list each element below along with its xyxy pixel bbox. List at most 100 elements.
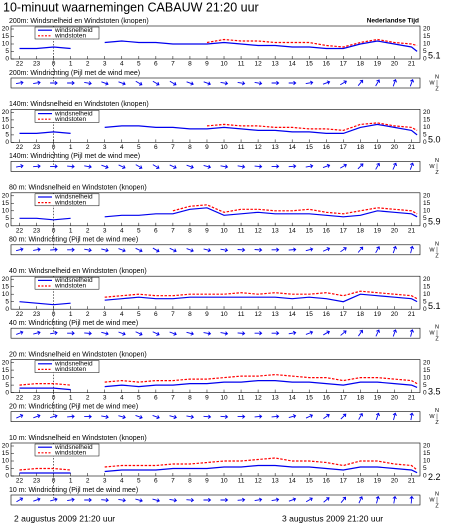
x-tick-label: 4 [120,478,124,485]
compass-n: N [435,74,439,80]
wind-arrow [152,247,160,253]
wind-arrow [305,164,314,169]
wind-arrow [33,80,41,85]
x-tick-label: 3 [103,394,107,401]
x-tick-label: 18 [357,394,365,401]
wind-arrow [288,497,297,502]
arrow-shape [169,247,177,253]
x-tick-label: 2 [86,228,90,235]
legend-label: windsnelheid [54,361,93,368]
legend-label: windstoten [54,33,86,40]
current-value: 5.0 [428,134,441,144]
wind-arrow [67,164,75,169]
arrow-shape [84,81,92,86]
wind-arrow [84,331,92,336]
x-tick-label: 1 [69,478,73,485]
y-tick-label-right: 10 [423,458,431,465]
arrow-shape [375,162,381,170]
wind-arrow [135,80,143,86]
wind-arrow [322,80,331,85]
panel-title: 80 m: Windsnelheid en Windstoten (knopen… [9,185,147,192]
y-tick-label-right: 20 [423,26,431,33]
series-line [19,46,71,50]
wind-arrow [220,497,229,503]
x-tick-label: 10 [220,478,228,485]
wind-arrow [220,164,229,169]
x-tick-label: 4 [120,61,124,68]
x-tick-label: 9 [205,61,209,68]
y-tick-label: 0 [5,139,9,146]
arrow-shape [101,331,109,336]
arrow-shape [186,497,195,503]
arrow-shape [220,81,229,86]
wind-arrow [392,329,397,337]
y-tick-label: 15 [2,283,10,290]
arrow-shape [169,80,177,86]
y-tick-label-right: 20 [423,359,431,366]
y-tick-label-right: 10 [423,291,431,298]
y-tick-label-right: 0 [423,306,427,313]
wind-arrow [375,162,381,170]
x-tick-label: 8 [188,478,192,485]
wind-arrow [33,414,41,419]
x-tick-label: 3 [103,144,107,151]
wind-arrow [135,498,143,503]
wind-arrow [203,248,212,253]
x-tick-label: 4 [120,394,124,401]
x-tick-label: 2 [86,144,90,151]
wind-arrow [409,329,414,337]
wind-arrow [203,414,212,419]
x-tick-label: 14 [289,394,297,401]
panel-title: 20 m: Windsnelheid en Windstoten (knopen… [9,351,147,358]
x-tick-label: 1 [69,311,73,318]
y-tick-label-right: 0 [423,139,427,146]
arrow-shape [33,414,41,419]
arrow-shape [237,414,246,419]
arrow-shape [237,164,246,169]
wind-arrow [340,80,347,86]
x-tick-label: 12 [254,61,262,68]
legend-label: windsnelheid [54,194,93,201]
wind-arrow [135,164,143,170]
arrow-shape [203,414,212,419]
y-tick-label: 10 [2,374,10,381]
wind-arrow [220,331,229,336]
wind-arrow [118,414,126,420]
plot-frame [10,25,421,60]
y-tick-label: 5 [5,215,9,222]
x-tick-label: 20 [391,144,399,151]
legend-label: windstoten [54,450,86,457]
wind-arrow [375,495,380,504]
y-tick-label: 15 [2,117,10,124]
x-tick-label: 12 [254,144,262,151]
wind-arrow [271,80,280,86]
wind-arrow [50,497,58,502]
x-tick-label: 14 [289,478,297,485]
wind-arrow [305,330,314,335]
x-tick-label: 5 [137,144,141,151]
wind-arrow [118,81,126,86]
arrow-shape [152,80,160,86]
compass-n: N [435,491,439,497]
arrow-shape [169,164,177,170]
x-tick-label: 21 [408,311,416,318]
panel-title: 140m: Windrichting (Pijl met de wind mee… [9,153,140,160]
wind-arrow [237,497,246,503]
arrow-shape [409,329,414,337]
arrow-shape [118,331,126,336]
legend-label: windstoten [54,199,86,206]
y-tick-label: 5 [5,298,9,305]
x-tick-label: 0 [52,478,56,485]
arrow-shape [271,164,280,169]
wind-arrow [67,331,75,336]
current-value: 5.1 [428,51,441,61]
x-tick-label: 3 [103,61,107,68]
x-tick-label: 0 [52,228,56,235]
series-line [172,204,418,215]
x-tick-label: 20 [391,478,399,485]
wind-arrow [220,247,229,253]
x-tick-label: 22 [16,478,24,485]
legend-label: windstoten [54,366,86,373]
wind-arrow [358,496,364,504]
x-tick-label: 13 [272,311,280,318]
